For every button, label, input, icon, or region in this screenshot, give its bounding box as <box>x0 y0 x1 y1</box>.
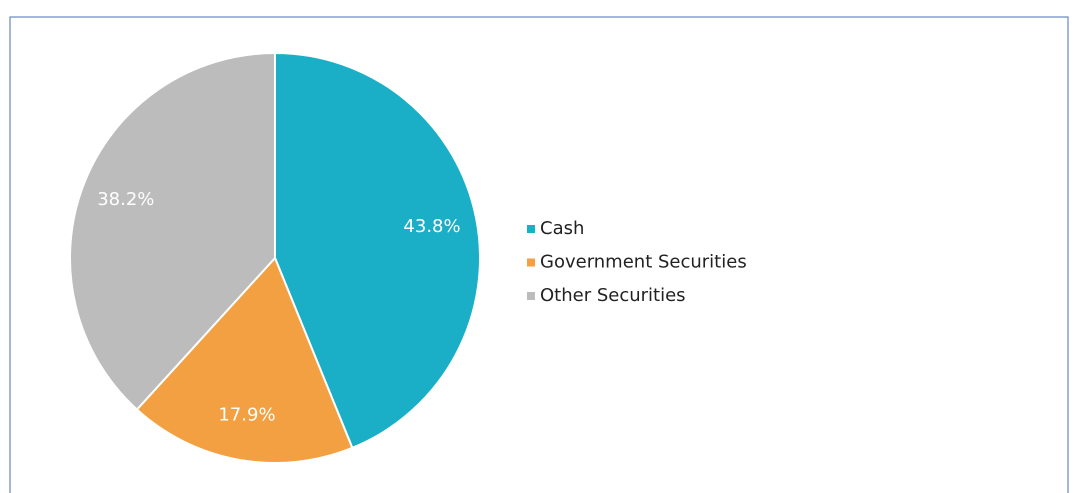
legend-marker <box>527 258 535 267</box>
data-label: 43.8% <box>403 216 460 237</box>
pie-slice <box>135 256 354 464</box>
legend-marker <box>527 292 535 300</box>
pie-slice <box>69 51 276 411</box>
pie-slice <box>274 51 481 450</box>
legend-marker <box>527 225 535 233</box>
legend-label: Government Securities <box>540 252 747 273</box>
data-label: 17.9% <box>218 405 275 426</box>
frame <box>9 16 1069 493</box>
data-label: 38.2% <box>97 189 154 210</box>
legend-label: Other Securities <box>540 285 686 306</box>
legend-label: Cash <box>540 218 584 239</box>
